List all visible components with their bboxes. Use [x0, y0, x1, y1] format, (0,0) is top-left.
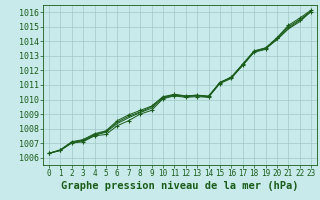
X-axis label: Graphe pression niveau de la mer (hPa): Graphe pression niveau de la mer (hPa) — [61, 181, 299, 191]
